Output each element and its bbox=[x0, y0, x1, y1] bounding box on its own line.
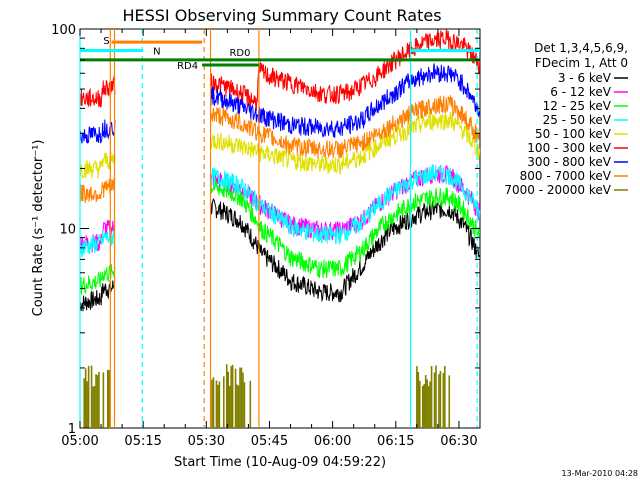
legend-header: FDecim 1, Att 0 bbox=[535, 56, 628, 70]
flag-label: RD0 bbox=[229, 48, 250, 59]
legend-entry-label: 25 - 50 keV bbox=[543, 113, 612, 127]
legend-entry-label: 12 - 25 keV bbox=[543, 99, 612, 113]
x-tick-label: 05:45 bbox=[251, 434, 288, 449]
x-tick-label: 06:30 bbox=[440, 434, 477, 449]
series-layer bbox=[79, 29, 481, 312]
overlay-layer: S N RD0 RD4 bbox=[79, 29, 480, 428]
y-tick-label: 10 bbox=[59, 223, 76, 238]
flag-label: RD4 bbox=[177, 61, 198, 72]
x-axis-label: Start Time (10-Aug-09 04:59:22) bbox=[174, 455, 386, 470]
legend-entry-label: 7000 - 20000 keV bbox=[504, 183, 611, 197]
series-line bbox=[79, 111, 481, 179]
x-tick-label: 05:00 bbox=[61, 434, 98, 449]
plot-frame bbox=[79, 28, 481, 429]
legend-entry-label: 800 - 7000 keV bbox=[520, 169, 612, 183]
legend-entry-label: 6 - 12 keV bbox=[550, 85, 612, 99]
chart-title: HESSI Observing Summary Count Rates bbox=[122, 6, 441, 25]
series-line bbox=[79, 29, 481, 111]
footer-date: 13-Mar-2010 04:28 bbox=[562, 469, 639, 478]
ticks-layer: 05:00 05:15 05:30 05:45 06:00 06:15 06:30 1 10 10… bbox=[51, 23, 480, 449]
legend-entry-label: 50 - 100 keV bbox=[535, 127, 612, 141]
series-line bbox=[79, 164, 481, 258]
x-tick-label: 06:00 bbox=[314, 434, 351, 449]
y-axis-label: Count Rate (s⁻¹ detector⁻¹) bbox=[31, 140, 46, 317]
legend-header: Det 1,3,4,5,6,9, bbox=[534, 41, 628, 55]
series-line bbox=[79, 177, 481, 295]
series-line bbox=[79, 63, 481, 144]
legend-entry-label: 3 - 6 keV bbox=[558, 71, 612, 85]
y-tick-label: 1 bbox=[68, 422, 76, 437]
x-tick-label: 06:15 bbox=[377, 434, 414, 449]
x-tick-label: 05:30 bbox=[188, 434, 225, 449]
legend-entry-label: 100 - 300 keV bbox=[527, 141, 611, 155]
legend-entry-label: 300 - 800 keV bbox=[527, 155, 611, 169]
flag-label: S bbox=[103, 36, 109, 47]
y-tick-label: 100 bbox=[51, 23, 76, 38]
legend: Det 1,3,4,5,6,9,FDecim 1, Att 03 - 6 keV… bbox=[504, 41, 628, 197]
series-line bbox=[79, 95, 481, 203]
x-tick-label: 05:15 bbox=[124, 434, 161, 449]
flag-label: N bbox=[153, 47, 160, 58]
